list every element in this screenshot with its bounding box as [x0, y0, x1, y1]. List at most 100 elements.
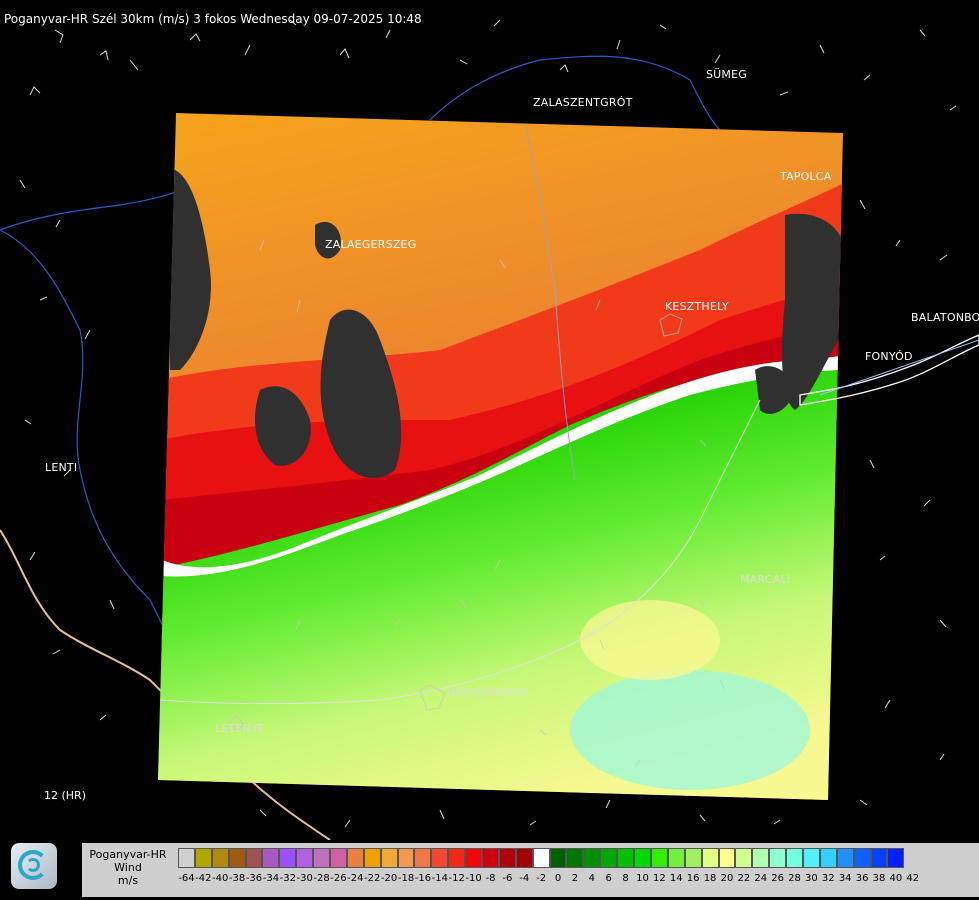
legend-tick-label: 26	[771, 873, 784, 884]
legend-color-cell	[701, 848, 719, 868]
legend-tick-label: 30	[805, 873, 818, 884]
legend-tick-labels: -64 -42 -40 -38 -36 -34 -32 -30 -28 -26 -24 -22 -20-…	[178, 873, 921, 889]
legend-tick-label: 36	[855, 873, 869, 884]
legend-tick-label: -42	[195, 873, 212, 884]
legend-color-cell	[566, 848, 584, 868]
legend-tick-label: 8	[622, 873, 629, 884]
legend-color-cell	[853, 848, 871, 868]
legend-color-cell	[549, 848, 567, 868]
legend-color-cell	[870, 848, 888, 868]
legend-tick-label: 12	[653, 873, 666, 884]
legend-color-cell	[431, 848, 449, 868]
map-title: Poganyvar-HR Szél 30km (m/s) 3 fokos Wed…	[4, 12, 422, 26]
town-label-lenti: LENTI	[45, 461, 78, 474]
legend-color-cell	[279, 848, 297, 868]
legend-tick-label: -26	[330, 873, 347, 884]
radar-map	[0, 19, 979, 840]
wind-scan-area	[158, 113, 843, 800]
legend-color-cell	[735, 848, 753, 868]
legend-tick-label: -24	[347, 873, 364, 884]
legend-color-cell	[498, 848, 516, 868]
legend-color-cell	[819, 848, 837, 868]
legend-tick-label: 34	[838, 873, 852, 884]
legend-tick-label: 24	[754, 873, 768, 884]
legend-tick-label: 2	[571, 873, 579, 884]
legend-color-cell	[667, 848, 685, 868]
legend-color-cell	[600, 848, 618, 868]
legend-tick-label: -10	[465, 873, 482, 884]
legend-tick-label: -16	[414, 873, 432, 884]
legend-color-cell	[718, 848, 736, 868]
legend-color-cell	[245, 848, 263, 868]
legend-tick-label: -14	[431, 873, 448, 884]
legend-color-cell	[532, 848, 550, 868]
legend-color-cell	[515, 848, 533, 868]
legend-color-cell	[684, 848, 702, 868]
legend-tick-label: -36	[245, 873, 263, 884]
legend-tick-label: -32	[279, 873, 296, 884]
legend-line-2: Wind	[114, 861, 142, 874]
legend-tick-label: -38	[228, 873, 246, 884]
legend-tick-label: 28	[788, 873, 801, 884]
town-label-balatonbo: BALATONBO	[911, 311, 979, 324]
legend-tick-label: -30	[296, 873, 313, 884]
town-label-zalaszentgrot: ZALASZENTGRÓT	[533, 96, 633, 109]
legend-color-cell	[414, 848, 432, 868]
legend-color-cell	[583, 848, 601, 868]
legend-color-cell	[448, 848, 466, 868]
legend-tick-label: -18	[397, 873, 415, 884]
legend-color-cell	[482, 848, 499, 868]
legend-color-cell	[346, 848, 364, 868]
legend-color-cell	[617, 848, 635, 868]
legend-tick-label: 0	[554, 873, 562, 884]
legend-tick-label: -8	[485, 873, 496, 884]
legend-tick-label: -28	[313, 873, 330, 884]
legend-tick-label: -20	[380, 873, 398, 884]
legend-color-cell	[634, 848, 651, 868]
legend-color-cell	[887, 848, 905, 868]
legend-tick-label: 38	[872, 873, 886, 884]
legend-line-3: m/s	[117, 874, 139, 887]
legend-color-cell	[802, 848, 820, 868]
county-borders	[19, 19, 957, 828]
legend-tick-label: 16	[686, 873, 700, 884]
legend-tick-label: 18	[703, 873, 717, 884]
legend-tick-label: -6	[502, 873, 513, 884]
legend-tick-label: 6	[605, 873, 612, 884]
legend-tick-label: -2	[536, 873, 547, 884]
legend-tick-label: -4	[519, 873, 530, 884]
legend-tick-label: 22	[737, 873, 751, 884]
lake-balaton	[799, 334, 979, 406]
town-label-marcali: MARCALI	[740, 573, 791, 586]
legend-tick-label: -64	[178, 873, 195, 884]
town-label-letenye: LETENYE	[215, 722, 266, 735]
legend-tick-label: 42	[906, 873, 920, 884]
legend-color-cell	[262, 848, 280, 868]
legend-color-cell	[194, 848, 212, 868]
legend-tick-label: 14	[669, 873, 683, 884]
town-label-fonyod: FONYÓD	[865, 350, 913, 363]
legend-color-cell	[330, 848, 347, 868]
legend-tick-label: -34	[262, 873, 280, 884]
legend-tick-label: 40	[889, 873, 903, 884]
legend-color-cell	[178, 848, 195, 868]
legend-tick-label: -22	[364, 873, 381, 884]
road-label-12: 12 (HR)	[44, 789, 86, 802]
town-label-sumeg: SÜMEG	[706, 68, 747, 81]
legend-tick-label: 20	[720, 873, 734, 884]
legend-label: Poganyvar-HR Wind m/s	[82, 843, 174, 897]
legend-color-cell	[752, 848, 770, 868]
legend-tick-label: -40	[212, 873, 229, 884]
legend-tick-label: 32	[821, 873, 835, 884]
legend-color-cell	[769, 848, 787, 868]
legend-tick-label: 4	[588, 873, 595, 884]
town-label-tapolca: TAPOLCA	[780, 170, 832, 183]
town-label-keszthely: KESZTHELY	[665, 300, 729, 313]
town-label-nagykanizsa: NAGYKANIZSA	[447, 686, 528, 699]
legend-color-cell	[228, 848, 246, 868]
legend-tick-label: -12	[448, 873, 465, 884]
legend-color-cell	[836, 848, 854, 868]
legend-color-cell	[650, 848, 668, 868]
legend-color-scale	[178, 848, 905, 868]
legend-color-cell	[380, 848, 398, 868]
